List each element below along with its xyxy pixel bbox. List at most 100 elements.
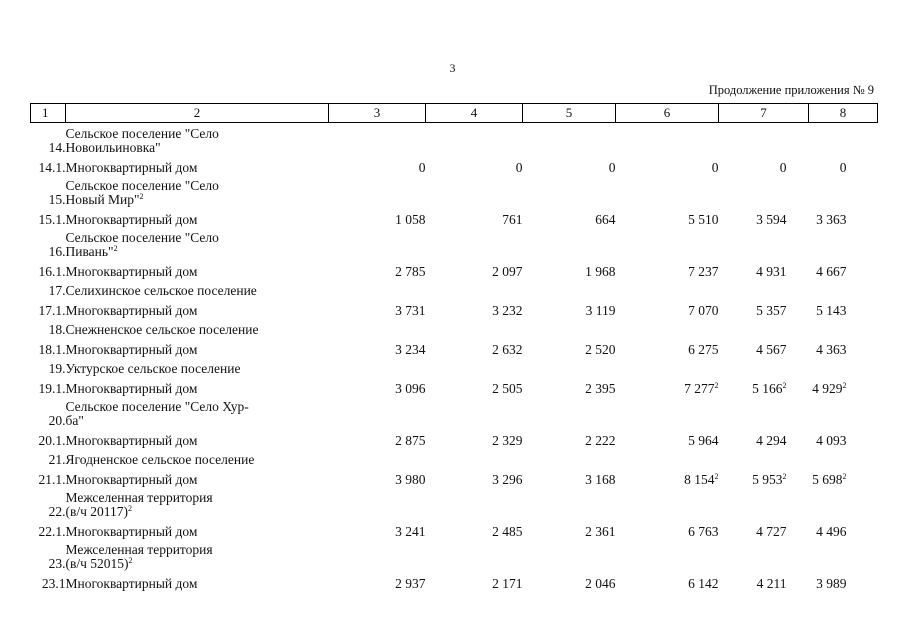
row-name-line: Межселенная территория <box>65 541 329 557</box>
value-cell <box>523 318 616 337</box>
value-cell: 5 510 <box>616 207 719 227</box>
row-name-text: Сельское поселение "Село <box>65 177 219 193</box>
footnote-mark: 2 <box>782 471 787 481</box>
value-cell <box>719 396 809 428</box>
value-cell: 8 1542 <box>616 467 718 487</box>
column-header: 5 <box>522 103 616 123</box>
value-text: 3 989 <box>816 575 847 591</box>
value-cell <box>523 539 616 571</box>
row-name: Сельское поселение "Село Пивань"2 <box>66 227 329 259</box>
column-header: 7 <box>718 103 809 123</box>
value-text: 2 395 <box>585 380 616 396</box>
table-row-section: 23. Межселенная территория (в/ч 52015)2 <box>31 539 878 571</box>
value-cell <box>426 487 523 519</box>
value-cell <box>616 123 719 155</box>
value-cell: 2 222 <box>523 428 615 448</box>
value-text: 2 361 <box>585 523 616 539</box>
row-name-text: Селихинское сельское поселение <box>65 282 257 298</box>
value-text: 0 <box>418 159 426 175</box>
row-name-line: Многоквартирный дом <box>66 433 329 448</box>
value-cell: 2 171 <box>426 571 522 591</box>
value-text: 3 168 <box>585 471 616 487</box>
value-text: 3 096 <box>395 380 426 396</box>
row-name-text: Уктурское сельское поселение <box>65 360 241 376</box>
value-cell: 2 046 <box>523 571 615 591</box>
value-text: 5 143 <box>816 302 847 318</box>
row-name-text: Многоквартирный дом <box>65 523 198 539</box>
value-text: 4 667 <box>816 263 847 279</box>
value-cell <box>426 227 523 259</box>
value-cell <box>426 539 523 571</box>
row-name: Снежненское сельское поселение <box>66 318 329 337</box>
row-number: 22. <box>48 503 66 519</box>
value-cell: 0 <box>616 155 719 175</box>
table-row-data: 21.1. Многоквартирный дом 3 980 3 296 3 168 8… <box>31 467 878 487</box>
row-name-line: Ягодненское сельское поселение <box>66 452 329 467</box>
row-name-line: Сельское поселение "Село <box>65 177 329 193</box>
value-cell: 3 119 <box>523 298 616 318</box>
continuation-caption: Продолжение приложения № 9 <box>708 83 874 97</box>
value-text: 3 232 <box>492 302 523 318</box>
table-row-data: 23.1 Многоквартирный дом 2 937 2 171 2 046 6 … <box>31 571 878 591</box>
value-text: 1 058 <box>395 211 426 227</box>
row-name: Многоквартирный дом <box>66 298 329 318</box>
row-name-line: Пивань"2 <box>66 244 329 259</box>
row-name-text: Межселенная территория <box>65 541 213 557</box>
row-number: 17. <box>48 282 66 298</box>
value-cell: 2 785 <box>329 259 425 279</box>
row-name-text: Многоквартирный дом <box>65 302 198 318</box>
value-cell <box>329 539 426 571</box>
value-cell <box>719 123 809 155</box>
value-cell <box>719 487 809 519</box>
value-text: 5 357 <box>756 302 787 318</box>
row-number: 21.1. <box>38 471 66 487</box>
value-cell: 4 211 <box>719 571 809 591</box>
table-row-data: 16.1. Многоквартирный дом 2 785 2 097 1 968 7… <box>31 259 878 279</box>
value-cell <box>616 175 719 207</box>
value-text: 0 <box>779 159 787 175</box>
value-cell: 1 058 <box>329 207 426 227</box>
row-name-text: Многоквартирный дом <box>65 263 198 279</box>
value-cell: 761 <box>426 207 522 227</box>
row-name-text: (в/ч 20117) <box>65 503 129 519</box>
footnote-mark: 2 <box>128 503 133 513</box>
value-cell: 3 168 <box>523 467 616 487</box>
footnote-mark: 2 <box>128 555 133 565</box>
value-text: 0 <box>608 159 616 175</box>
value-cell <box>523 175 616 207</box>
value-cell <box>523 357 616 376</box>
value-cell: 4 727 <box>719 519 809 539</box>
table-row-data: 17.1. Многоквартирный дом 3 731 3 232 3 119 7… <box>31 298 878 318</box>
value-text: 2 097 <box>492 263 523 279</box>
value-cell: 3 234 <box>329 337 425 357</box>
row-name-line: Новоильиновка" <box>66 140 329 155</box>
row-name: Многоквартирный дом <box>66 337 329 357</box>
value-text: 4 727 <box>756 523 787 539</box>
row-number: 18.1. <box>38 341 66 357</box>
tariff-table: 1 2 3 4 5 6 7 8 14. Сельское поселение "С… <box>30 103 878 591</box>
value-cell: 0 <box>329 155 426 175</box>
value-cell <box>809 448 878 467</box>
value-cell: 3 296 <box>426 467 523 487</box>
row-number: 22.1. <box>38 523 66 539</box>
value-text: 2 329 <box>492 432 523 448</box>
value-cell <box>523 123 616 155</box>
value-cell: 5 143 <box>809 298 878 318</box>
column-header: 8 <box>808 103 878 123</box>
value-text: 5 510 <box>688 211 719 227</box>
row-name-line: Сельское поселение "Село Хур- <box>66 399 329 414</box>
value-text: 3 296 <box>492 471 523 487</box>
value-cell <box>809 123 878 155</box>
table-row-section: 15. Сельское поселение "Село Новый Мир"2 <box>31 175 878 207</box>
value-text: 3 241 <box>395 523 426 539</box>
value-cell: 3 594 <box>719 207 809 227</box>
value-cell <box>523 396 616 428</box>
row-name: Уктурское сельское поселение <box>66 357 329 376</box>
row-number: 18. <box>48 321 66 337</box>
value-cell: 4 294 <box>719 428 809 448</box>
table-row-data: 22.1. Многоквартирный дом 3 241 2 485 2 361 6… <box>31 519 878 539</box>
value-cell: 6 763 <box>616 519 718 539</box>
row-number: 15.1. <box>38 211 66 227</box>
value-cell <box>523 279 616 298</box>
row-number: 23. <box>48 555 66 571</box>
